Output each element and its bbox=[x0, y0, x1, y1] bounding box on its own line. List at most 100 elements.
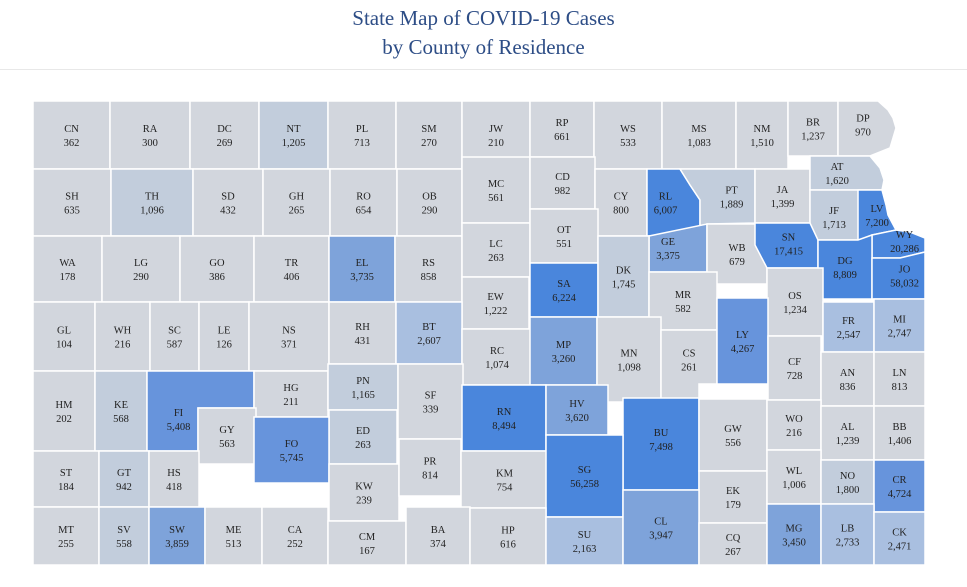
county-wo[interactable] bbox=[766, 399, 822, 451]
county-jo[interactable] bbox=[871, 251, 926, 300]
county-abbr-fo: FO bbox=[285, 439, 299, 450]
county-su[interactable] bbox=[545, 516, 624, 566]
county-gt[interactable] bbox=[98, 450, 150, 508]
county-an[interactable] bbox=[820, 351, 875, 407]
county-lg[interactable] bbox=[101, 235, 181, 303]
county-rc[interactable] bbox=[461, 328, 533, 386]
county-cl[interactable] bbox=[622, 489, 700, 566]
county-dg[interactable] bbox=[817, 233, 873, 300]
county-ja[interactable] bbox=[754, 168, 811, 224]
county-bb[interactable] bbox=[873, 405, 926, 461]
county-dc[interactable] bbox=[189, 100, 260, 170]
county-abbr-ln: LN bbox=[893, 368, 907, 379]
county-mi[interactable] bbox=[873, 298, 926, 353]
county-abbr-bu: BU bbox=[654, 428, 669, 439]
county-lb[interactable] bbox=[820, 503, 875, 566]
county-sc[interactable] bbox=[149, 301, 200, 372]
county-sg[interactable] bbox=[545, 434, 624, 518]
county-cd[interactable] bbox=[529, 156, 596, 210]
county-hg[interactable] bbox=[253, 370, 329, 418]
county-sf[interactable] bbox=[397, 363, 464, 440]
county-go[interactable] bbox=[179, 235, 255, 303]
county-rh[interactable] bbox=[328, 301, 397, 365]
county-cases-mn: 1,098 bbox=[617, 363, 641, 374]
county-ke[interactable] bbox=[94, 370, 148, 452]
county-km[interactable] bbox=[460, 450, 549, 509]
county-dk[interactable] bbox=[597, 235, 650, 318]
county-ew[interactable] bbox=[461, 276, 530, 330]
county-hp[interactable] bbox=[469, 507, 547, 566]
county-cn[interactable] bbox=[32, 100, 111, 170]
county-ca[interactable] bbox=[261, 506, 329, 566]
county-ed[interactable] bbox=[328, 409, 398, 465]
county-lc[interactable] bbox=[461, 222, 531, 278]
county-tr[interactable] bbox=[253, 235, 330, 303]
county-fo[interactable] bbox=[253, 416, 330, 484]
county-sd[interactable] bbox=[192, 168, 264, 237]
county-gw[interactable] bbox=[698, 398, 768, 472]
county-ms[interactable] bbox=[661, 100, 737, 170]
county-kw[interactable] bbox=[328, 463, 400, 522]
county-fr[interactable] bbox=[822, 301, 875, 353]
county-no[interactable] bbox=[820, 459, 875, 505]
county-rn[interactable] bbox=[461, 384, 547, 452]
county-hm[interactable] bbox=[32, 370, 96, 452]
county-abbr-hg: HG bbox=[283, 383, 299, 394]
county-wa[interactable] bbox=[32, 235, 103, 303]
county-ln[interactable] bbox=[873, 351, 926, 407]
county-gh[interactable] bbox=[262, 168, 331, 237]
county-nt[interactable] bbox=[258, 100, 329, 170]
county-cr[interactable] bbox=[873, 459, 926, 513]
county-al[interactable] bbox=[820, 405, 875, 461]
county-ro[interactable] bbox=[329, 168, 398, 237]
county-sa[interactable] bbox=[529, 262, 599, 318]
county-pr[interactable] bbox=[398, 438, 462, 497]
county-os[interactable] bbox=[766, 267, 824, 337]
county-ck[interactable] bbox=[873, 511, 926, 566]
county-cf[interactable] bbox=[767, 335, 822, 401]
county-rp[interactable] bbox=[529, 100, 595, 158]
county-ot[interactable] bbox=[529, 208, 599, 264]
county-mg[interactable] bbox=[766, 503, 822, 566]
county-ek[interactable] bbox=[698, 470, 768, 524]
county-hv[interactable] bbox=[545, 384, 609, 436]
county-mp[interactable] bbox=[529, 316, 598, 386]
county-rs[interactable] bbox=[394, 235, 463, 303]
county-sn[interactable] bbox=[754, 222, 819, 269]
county-cm[interactable] bbox=[327, 520, 407, 566]
county-br[interactable] bbox=[787, 100, 839, 157]
county-mc[interactable] bbox=[461, 156, 531, 224]
county-sh[interactable] bbox=[32, 168, 112, 237]
county-ba[interactable] bbox=[405, 506, 471, 566]
county-sm[interactable] bbox=[395, 100, 463, 170]
county-st[interactable] bbox=[32, 450, 100, 508]
county-hs[interactable] bbox=[148, 450, 200, 508]
county-abbr-nm: NM bbox=[754, 124, 772, 135]
county-nm[interactable] bbox=[735, 100, 789, 170]
county-pl[interactable] bbox=[327, 100, 397, 170]
county-ws[interactable] bbox=[593, 100, 663, 170]
county-th[interactable] bbox=[110, 168, 194, 237]
county-gl[interactable] bbox=[32, 301, 96, 372]
county-el[interactable] bbox=[328, 235, 396, 303]
county-sv[interactable] bbox=[98, 506, 150, 566]
county-le[interactable] bbox=[198, 301, 250, 372]
county-wh[interactable] bbox=[94, 301, 151, 372]
county-abbr-jo: JO bbox=[899, 265, 911, 276]
county-cy[interactable] bbox=[594, 168, 648, 237]
county-cases-cf: 728 bbox=[787, 371, 803, 382]
county-ly[interactable] bbox=[716, 297, 769, 385]
county-abbr-mi: MI bbox=[893, 315, 906, 326]
county-pn[interactable] bbox=[327, 363, 399, 411]
county-sw[interactable] bbox=[148, 506, 206, 566]
county-ra[interactable] bbox=[109, 100, 191, 170]
county-cq[interactable] bbox=[698, 522, 768, 566]
county-mt[interactable] bbox=[32, 506, 100, 566]
county-me[interactable] bbox=[204, 506, 263, 566]
county-cases-wo: 216 bbox=[786, 428, 802, 439]
county-gy[interactable] bbox=[197, 407, 257, 465]
county-ns[interactable] bbox=[248, 301, 330, 372]
county-ob[interactable] bbox=[396, 168, 463, 237]
county-wl[interactable] bbox=[766, 449, 822, 505]
county-bt[interactable] bbox=[395, 301, 463, 365]
